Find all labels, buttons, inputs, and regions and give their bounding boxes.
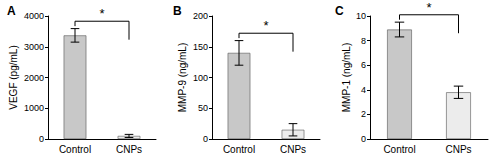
svg-text:1000: 1000	[24, 103, 44, 113]
svg-text:Control: Control	[383, 144, 415, 155]
svg-text:MMP-1 (ng/mL): MMP-1 (ng/mL)	[341, 43, 352, 112]
svg-text:Control: Control	[223, 144, 255, 155]
svg-text:MMP-9 (ng/mL): MMP-9 (ng/mL)	[177, 43, 188, 112]
svg-text:Control: Control	[59, 144, 91, 155]
svg-text:2: 2	[361, 109, 366, 119]
svg-text:0: 0	[361, 134, 366, 144]
svg-text:B: B	[173, 4, 182, 18]
svg-text:CNPs: CNPs	[116, 144, 142, 155]
svg-text:4: 4	[361, 85, 366, 95]
svg-text:*: *	[426, 0, 431, 15]
svg-text:10: 10	[356, 11, 366, 21]
svg-text:*: *	[99, 6, 104, 21]
svg-text:CNPs: CNPs	[280, 144, 306, 155]
svg-text:A: A	[7, 4, 16, 18]
svg-text:6: 6	[361, 60, 366, 70]
svg-text:200: 200	[193, 11, 208, 21]
svg-text:VEGF (pg/mL): VEGF (pg/mL)	[8, 45, 19, 109]
svg-text:CNPs: CNPs	[445, 144, 471, 155]
svg-text:*: *	[263, 18, 268, 33]
svg-text:0: 0	[39, 134, 44, 144]
svg-text:100: 100	[193, 73, 208, 83]
svg-text:2000: 2000	[24, 73, 44, 83]
svg-text:8: 8	[361, 36, 366, 46]
svg-text:0: 0	[203, 134, 208, 144]
svg-text:4000: 4000	[24, 11, 44, 21]
svg-text:50: 50	[198, 103, 208, 113]
svg-text:3000: 3000	[24, 42, 44, 52]
svg-text:150: 150	[193, 42, 208, 52]
svg-text:C: C	[335, 4, 344, 18]
